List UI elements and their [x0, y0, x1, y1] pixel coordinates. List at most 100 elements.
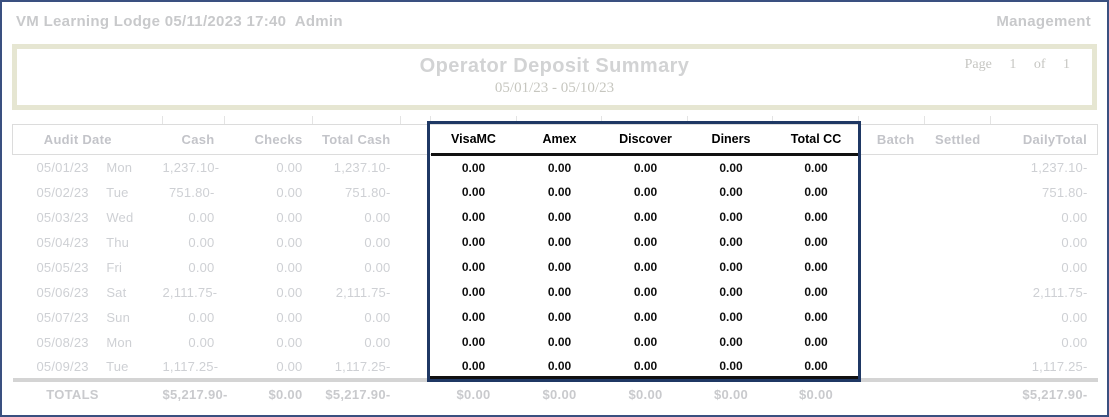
table-row: 05/05/23 Fri 0.00 0.00 0.00 0.00 0.00 0.… — [13, 255, 1098, 280]
totals-diners: $0.00 — [688, 377, 774, 407]
weekday: Mon — [106, 159, 133, 175]
discover-cell: 0.00 — [633, 335, 658, 349]
col-header-batch: Batch — [858, 124, 925, 155]
daily-total-cell: 1,237.10- — [1030, 159, 1088, 175]
batch-cell — [859, 330, 925, 355]
audit-date: 05/05/23 — [36, 259, 89, 275]
amex-cell: 0.00 — [547, 210, 572, 224]
audit-date-cell: 05/07/23 Sun — [13, 305, 163, 330]
total-cash-cell: 1,237.10- — [333, 159, 391, 175]
settled-cell — [925, 355, 991, 380]
daily-total-cell: 0.00 — [1061, 334, 1088, 350]
totals-cash: $5,217.90- — [162, 377, 227, 407]
audit-date: 05/03/23 — [36, 209, 89, 225]
total-cash-cell: 0.00 — [364, 259, 391, 275]
column-gap — [401, 155, 431, 180]
cash-cell: 1,117.25- — [162, 358, 219, 374]
management-label: Management — [996, 13, 1091, 30]
settled-cell — [925, 155, 991, 180]
totals-daily-total: $5,217.90- — [990, 377, 1098, 407]
audit-date-cell: 05/01/23 Mon — [13, 155, 163, 180]
total-cc-cell: 0.00 — [804, 285, 828, 299]
discover-cell: 0.00 — [633, 359, 658, 373]
settled-cell — [925, 330, 991, 355]
report-header-box: Operator Deposit Summary 05/01/23 - 05/1… — [12, 44, 1097, 110]
amex-cell: 0.00 — [547, 235, 572, 249]
visamc-cell: 0.00 — [461, 210, 486, 224]
audit-date: 05/01/23 — [36, 159, 89, 175]
checks-cell: 0.00 — [276, 358, 303, 374]
cash-cell: 2,111.75- — [162, 284, 218, 300]
of-label: of — [1033, 57, 1046, 72]
col-header-audit-date: Audit Date — [12, 124, 163, 155]
checks-cell: 0.00 — [276, 159, 303, 175]
batch-cell — [859, 180, 925, 205]
weekday: Sun — [106, 309, 131, 325]
cash-cell: 751.80- — [169, 184, 215, 200]
total-cc-cell: 0.00 — [804, 210, 828, 224]
discover-cell: 0.00 — [633, 210, 658, 224]
batch-cell — [859, 230, 925, 255]
diners-cell: 0.00 — [719, 335, 743, 349]
total-cash-cell: 0.00 — [364, 334, 391, 350]
audit-date: 05/04/23 — [36, 234, 89, 250]
table-row: 05/07/23 Sun 0.00 0.00 0.00 0.00 0.00 0.… — [13, 305, 1098, 330]
visamc-cell: 0.00 — [461, 285, 486, 299]
property-datetime-user: VM Learning Lodge 05/11/2023 17:40 Admin — [16, 13, 343, 30]
visamc-cell: 0.00 — [461, 310, 486, 324]
audit-date: 05/09/23 — [36, 358, 89, 374]
checks-cell: 0.00 — [276, 284, 303, 300]
amex-cell: 0.00 — [547, 335, 572, 349]
visamc-cell: 0.00 — [461, 260, 486, 274]
col-header-total-cash: Total Cash — [312, 124, 401, 155]
batch-cell — [859, 255, 925, 280]
discover-cell: 0.00 — [633, 160, 658, 175]
report-date-range: 05/01/23 - 05/10/23 — [494, 80, 615, 96]
table-row: 05/01/23 Mon 1,237.10- 0.00 1,237.10- 0.… — [13, 155, 1098, 180]
weekday: Mon — [106, 334, 133, 350]
discover-cell: 0.00 — [633, 260, 658, 274]
table-row: 05/08/23 Mon 0.00 0.00 0.00 0.00 0.00 0.… — [13, 330, 1098, 355]
daily-total-cell: 1,117.25- — [1031, 358, 1088, 374]
totals-row: TOTALS $5,217.90- $0.00 $5,217.90- $0.00… — [12, 377, 1098, 407]
audit-date-cell: 05/02/23 Tue — [13, 180, 163, 205]
audit-date-cell: 05/08/23 Mon — [13, 330, 163, 355]
weekday: Sat — [106, 284, 127, 300]
diners-cell: 0.00 — [719, 285, 743, 299]
settled-cell — [925, 255, 991, 280]
checks-cell: 0.00 — [276, 184, 303, 200]
totals-checks: $0.00 — [224, 377, 313, 407]
settled-cell — [925, 305, 991, 330]
audit-date-cell: 05/06/23 Sat — [13, 280, 163, 305]
total-cc-cell: 0.00 — [804, 359, 828, 373]
col-header-daily-total: DailyTotal — [990, 124, 1098, 155]
audit-date: 05/07/23 — [36, 309, 89, 325]
column-gap — [401, 280, 431, 305]
column-gap — [401, 205, 431, 230]
table-row: 05/02/23 Tue 751.80- 0.00 751.80- 0.00 0… — [13, 180, 1098, 205]
checks-cell: 0.00 — [276, 259, 303, 275]
cash-cell: 0.00 — [188, 259, 215, 275]
report-title: Operator Deposit Summary — [419, 55, 690, 77]
daily-total-cell: 0.00 — [1061, 234, 1088, 250]
table-header-row: Audit Date Cash Checks Total Cash VisaMC… — [12, 124, 1098, 156]
column-gap — [401, 255, 431, 280]
weekday: Fri — [106, 259, 123, 275]
audit-date-cell: 05/03/23 Wed — [13, 205, 163, 230]
table-body: 05/01/23 Mon 1,237.10- 0.00 1,237.10- 0.… — [13, 155, 1098, 380]
visamc-cell: 0.00 — [461, 335, 486, 349]
column-gap — [401, 305, 431, 330]
batch-cell — [859, 305, 925, 330]
checks-cell: 0.00 — [276, 334, 303, 350]
daily-total-cell: 0.00 — [1061, 259, 1088, 275]
audit-date: 05/06/23 — [36, 284, 89, 300]
checks-cell: 0.00 — [276, 234, 303, 250]
diners-cell: 0.00 — [719, 235, 743, 249]
daily-total-cell: 0.00 — [1061, 209, 1088, 225]
totals-amex: $0.00 — [516, 377, 603, 407]
settled-cell — [925, 205, 991, 230]
table-row: 05/06/23 Sat 2,111.75- 0.00 2,111.75- 0.… — [13, 280, 1098, 305]
amex-cell: 0.00 — [547, 185, 572, 199]
amex-cell: 0.00 — [547, 310, 572, 324]
col-header-total-cc: Total CC — [773, 124, 859, 156]
